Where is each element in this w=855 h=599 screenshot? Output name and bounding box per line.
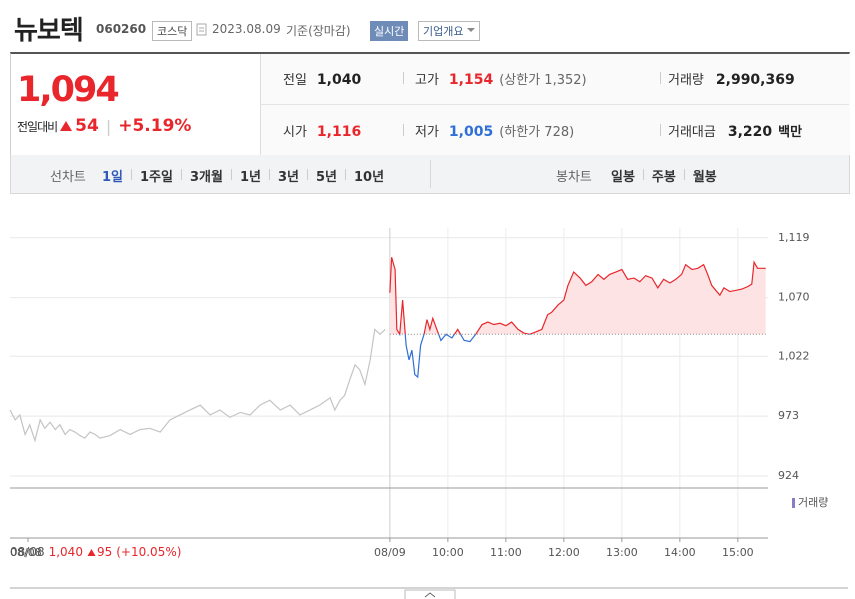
- quote-value: 2,990,369: [715, 72, 795, 88]
- company-button[interactable]: 기업개요: [418, 21, 481, 41]
- x-tick-label: 11:00: [490, 546, 522, 559]
- price-line: [389, 257, 766, 335]
- cell-divider: [403, 72, 404, 84]
- quote-value: 3,220: [727, 124, 773, 140]
- x-tick-label: 15:00: [722, 546, 754, 559]
- tab-sep: [180, 169, 182, 180]
- annotation-price: 1,040: [48, 545, 83, 559]
- change-line: 전일대비 54 | +5.19%: [17, 116, 191, 136]
- x-tick-label: 08/08: [10, 546, 42, 559]
- line-chart-label: 선차트: [50, 170, 86, 185]
- collapse-button[interactable]: [404, 589, 456, 599]
- basis: 기준(장마감): [286, 24, 351, 38]
- collapse-icon: [424, 592, 436, 598]
- doc-icon: [196, 23, 207, 36]
- quote-value: 1,005: [448, 124, 494, 140]
- y-tick-label: 973: [778, 409, 799, 422]
- quote-cell: 거래량 2,990,369: [660, 69, 795, 88]
- tab-sep: [131, 169, 133, 180]
- quote-value: 1,040: [316, 72, 362, 88]
- cell-divider: [660, 72, 661, 84]
- tab-sep: [642, 169, 644, 180]
- tab[interactable]: 주봉: [651, 170, 676, 185]
- stock-code: 060260: [96, 22, 147, 36]
- quote-cell: 저가 1,005 (하한가 728): [403, 121, 575, 140]
- y-tick-label: 1,022: [778, 349, 810, 362]
- tab[interactable]: 1주일: [140, 170, 173, 185]
- legend-swatch: [792, 498, 795, 508]
- tab[interactable]: 일봉: [611, 170, 635, 185]
- quote-label: 거래량: [668, 73, 704, 88]
- company-label: 기업개요: [423, 25, 464, 38]
- cell-divider: [660, 124, 661, 136]
- quote-unit: 백만: [778, 125, 803, 140]
- annotation-date: 08/08: [10, 545, 45, 559]
- x-tick-label: 12:00: [548, 546, 580, 559]
- tab[interactable]: 10년: [354, 170, 385, 185]
- tab-sep: [230, 169, 232, 180]
- tab[interactable]: 3년: [277, 170, 299, 185]
- x-tick-label: 10:00: [432, 546, 464, 559]
- quote-grid: [260, 54, 850, 156]
- quote-label: 저가: [415, 125, 439, 140]
- change-label: 전일대비: [17, 119, 58, 134]
- x-tick-label: 13:00: [606, 546, 638, 559]
- candle-chart-label: 봉차트: [556, 170, 592, 185]
- tab[interactable]: 1일: [102, 170, 124, 185]
- quote-label: 시가: [283, 125, 307, 140]
- x-tick-label: 14:00: [664, 546, 696, 559]
- annotation-change: 95: [96, 545, 113, 559]
- quote-label: 거래대금: [668, 125, 716, 140]
- market-badge: 코스닥: [152, 21, 193, 41]
- quote-value: 1,116: [316, 124, 362, 140]
- realtime-button[interactable]: 실시간: [370, 21, 409, 41]
- legend-label: 거래량: [798, 496, 828, 509]
- separator: |: [105, 116, 112, 136]
- tab-group: 1일 1주일 3개월 1년 3년 5년 10년: [102, 166, 384, 185]
- quote-note: (상한가 1,352): [499, 73, 587, 88]
- quote-cell: 전일 1,040: [283, 69, 361, 88]
- price-line: [9, 328, 386, 443]
- tab-sep: [345, 169, 346, 180]
- plot: 1,119 1,070 1,022 973 924 08/08 08/09 10:00 11:0…: [9, 228, 810, 559]
- change-value: 54: [75, 116, 99, 136]
- current-price: 1,094: [17, 70, 120, 110]
- tab-divider: [430, 160, 431, 188]
- tab-sep: [306, 169, 308, 180]
- x-tick-label: 08/09: [374, 546, 406, 559]
- date: 2023.08.09: [212, 22, 281, 36]
- tab-sep: [683, 169, 685, 180]
- tab[interactable]: 3개월: [189, 170, 223, 185]
- annotation-arrow: [87, 548, 96, 556]
- y-tick-label: 1,119: [778, 231, 810, 244]
- row-divider: [260, 104, 849, 105]
- quote-cell: 시가 1,116: [283, 121, 361, 140]
- change-rate: +5.19%: [118, 116, 192, 136]
- tab-sep: [268, 169, 270, 180]
- tab[interactable]: 5년: [315, 170, 337, 185]
- dropdown-arrow: [467, 28, 476, 36]
- quote-note: (하한가 728): [499, 125, 575, 140]
- annotation: 08/08 1,040 95 (+10.05%): [10, 545, 181, 559]
- tab[interactable]: 1년: [239, 170, 261, 185]
- quote-label: 고가: [415, 73, 439, 88]
- up-arrow: [60, 121, 73, 131]
- quote-label: 전일: [283, 73, 307, 88]
- stock-name: 뉴보텍: [14, 16, 84, 46]
- tab[interactable]: 월봉: [692, 170, 717, 185]
- tab-group: 일봉 주봉 월봉: [611, 166, 717, 185]
- annotation-rate: (+10.05%): [116, 545, 182, 559]
- cell-divider: [403, 124, 404, 136]
- y-tick-label: 924: [778, 469, 799, 482]
- y-tick-label: 1,070: [778, 291, 810, 304]
- quote-cell: 고가 1,154 (상한가 1,352): [403, 69, 587, 88]
- quote-value: 1,154: [448, 72, 494, 88]
- quote-cell: 거래대금 3,220 백만: [660, 121, 803, 140]
- area: [389, 257, 766, 335]
